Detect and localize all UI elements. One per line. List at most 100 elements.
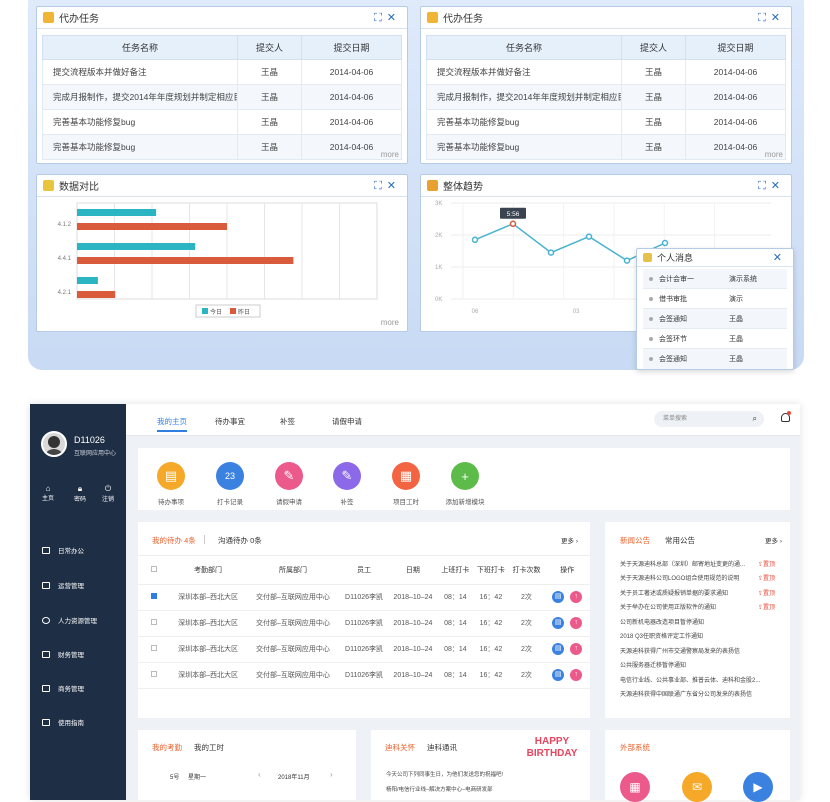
- view-icon[interactable]: ▤: [552, 643, 565, 655]
- logout-button[interactable]: ⏻ 注销: [102, 484, 114, 503]
- tab-comm-todo[interactable]: 沟通待办 0条: [218, 535, 262, 546]
- list-item[interactable]: 公共服务器迁移暂停通知: [605, 658, 790, 673]
- table-row[interactable]: 深圳本部–西北大区 交付部–互联网应用中心 D11026李凯 2018–10–24 08…: [138, 636, 590, 663]
- table-row[interactable]: 深圳本部–西北大区 交付部–互联网应用中心 D11026李凯 2018–10–24 08…: [138, 584, 590, 611]
- next-month-icon[interactable]: ›: [330, 770, 333, 779]
- avatar[interactable]: [41, 431, 67, 457]
- list-item[interactable]: 天源迪科获得广州市交通警察局发来的表扬信: [605, 643, 790, 658]
- search-input[interactable]: 菜单搜索: [663, 416, 688, 422]
- search-icon[interactable]: ⌕: [752, 414, 757, 423]
- task-cell[interactable]: 完善基本功能修复bug: [42, 109, 238, 135]
- close-icon[interactable]: ✕: [772, 252, 787, 264]
- panel-actions[interactable]: ⛶✕: [374, 11, 401, 24]
- date-cell: 2014-04-06: [685, 84, 786, 110]
- upload-icon[interactable]: ↑: [570, 617, 583, 629]
- more-link[interactable]: more: [764, 150, 783, 159]
- quick-resign[interactable]: ✎ 补签: [322, 462, 372, 506]
- menu-daily[interactable]: 日常办公: [42, 545, 84, 555]
- video-icon[interactable]: ▶: [743, 772, 773, 802]
- list-item[interactable]: 关于员工著述或质疑报销单据的要求通知 ⇪置顶: [605, 585, 790, 600]
- panel-actions[interactable]: ⛶✕: [374, 179, 401, 192]
- message-row[interactable]: 借书审批 演示: [643, 289, 787, 309]
- list-item[interactable]: 天源迪科获得中国联通广东省分公司发来的表扬信: [605, 687, 790, 702]
- tab-my-todo[interactable]: 我的待办 4条: [152, 535, 196, 546]
- tab-leave[interactable]: 请假申请: [332, 417, 362, 426]
- tab-pending[interactable]: 待办事宜: [215, 417, 245, 426]
- checkbox[interactable]: [151, 565, 157, 572]
- upload-icon[interactable]: ↑: [570, 669, 583, 681]
- search-box[interactable]: 菜单搜索 ⌕: [654, 411, 764, 427]
- tab-attendance[interactable]: 我的考勤: [152, 743, 182, 752]
- quick-add[interactable]: + 添加新增模块: [440, 462, 490, 506]
- task-cell[interactable]: 完善基本功能修复bug: [42, 134, 238, 160]
- x-tick-label: 03: [573, 309, 580, 315]
- task-cell[interactable]: 完成月报制作，提交2014年年度规划并制定相应目...: [426, 84, 622, 110]
- menu-hr[interactable]: 人力资源管理: [42, 615, 97, 625]
- user-cell: 王晶: [621, 59, 686, 85]
- birthday-person[interactable]: 杨阳/电信行业线–解决方案中心–电商研发部: [386, 787, 493, 793]
- birthday-banner: HAPPY BIRTHDAY: [521, 736, 583, 780]
- more-link[interactable]: 更多 ›: [765, 535, 782, 545]
- quick-leave[interactable]: ✎ 请假申请: [264, 462, 314, 506]
- cell: 交付部–互联网应用中心: [246, 662, 340, 689]
- checkbox[interactable]: [151, 671, 157, 677]
- message-row[interactable]: 会签通知 王晶: [643, 349, 787, 369]
- pin-label: 置顶: [762, 561, 775, 568]
- upload-icon[interactable]: ↑: [570, 643, 583, 655]
- more-link[interactable]: 更多 ›: [561, 535, 578, 545]
- tab-hours[interactable]: 我的工时: [194, 743, 224, 752]
- upload-icon[interactable]: ↑: [570, 591, 583, 603]
- table-row[interactable]: 深圳本部–西北大区 交付部–互联网应用中心 D11026李凯 2018–10–24 08…: [138, 610, 590, 637]
- view-icon[interactable]: ▤: [552, 617, 565, 629]
- tab-news-letter[interactable]: 迪科通讯: [427, 743, 457, 752]
- list-item[interactable]: 关于举办在公司使用正版软件的通知 ⇪置顶: [605, 600, 790, 615]
- cell: 2次: [508, 584, 545, 611]
- checkbox[interactable]: [151, 593, 157, 599]
- task-cell[interactable]: 完善基本功能修复bug: [426, 109, 622, 135]
- task-cell[interactable]: 完善基本功能修复bug: [426, 134, 622, 160]
- task-cell[interactable]: 提交流程版本并做好备注: [42, 59, 238, 85]
- list-item[interactable]: 公司新机电器改造项目暂停通知: [605, 614, 790, 629]
- category-label: 4.1.2: [58, 222, 72, 228]
- message-row[interactable]: 会签通知 王晶: [643, 309, 787, 329]
- more-link[interactable]: more: [380, 318, 399, 327]
- message-icon: [643, 253, 652, 262]
- more-link[interactable]: more: [380, 150, 399, 159]
- panel-actions[interactable]: ⛶✕: [758, 11, 785, 24]
- list-item[interactable]: 关于天源迪科公司LOGO组合使用规范的说明 ⇪置顶: [605, 571, 790, 586]
- tab-news[interactable]: 新闻公告: [620, 536, 650, 545]
- table-row[interactable]: 深圳本部–西北大区 交付部–互联网应用中心 D11026李凯 2018–10–24 08…: [138, 662, 590, 689]
- quick-clock[interactable]: 23 打卡记录: [205, 462, 255, 506]
- checkbox[interactable]: [151, 645, 157, 651]
- notification-icon[interactable]: [781, 413, 790, 422]
- list-item[interactable]: 2018 Q3任职资格评定工作通知: [605, 629, 790, 644]
- view-icon[interactable]: ▤: [552, 669, 565, 681]
- tab-common[interactable]: 常用公告: [665, 536, 695, 545]
- menu-finance[interactable]: 财务管理: [42, 649, 84, 659]
- quick-hours[interactable]: ▦ 项目工时: [381, 462, 431, 506]
- list-item[interactable]: 电信行业线、公共事业部、推普云体、迪科和金股2...: [605, 672, 790, 687]
- data-point: [623, 257, 631, 264]
- mail-icon[interactable]: ✉: [682, 772, 712, 802]
- cell: 2次: [508, 610, 545, 637]
- system-icon[interactable]: ▦: [620, 772, 650, 802]
- menu-guide[interactable]: 使用指南: [42, 717, 84, 727]
- tab-care[interactable]: 迪科关怀: [385, 743, 415, 752]
- menu-business[interactable]: 商务管理: [42, 683, 84, 693]
- list-item[interactable]: 关于天源迪科总部（深圳）邮寄地址变更的通... ⇪置顶: [605, 556, 790, 571]
- task-cell[interactable]: 完成月报制作，提交2014年年度规划并制定相应目...: [42, 84, 238, 110]
- quick-todo[interactable]: ▤ 待办事项: [146, 462, 196, 506]
- password-button[interactable]: 🔒︎ 密码: [74, 484, 86, 503]
- cell: 2018–10–24: [388, 662, 438, 689]
- tab-home[interactable]: 我的主页: [157, 417, 187, 426]
- checkbox[interactable]: [151, 619, 157, 625]
- menu-operation[interactable]: 运营管理: [42, 580, 84, 590]
- panel-actions[interactable]: ⛶✕: [758, 179, 785, 192]
- home-button[interactable]: ⌂ 主页: [42, 484, 54, 502]
- prev-month-icon[interactable]: ‹: [258, 770, 261, 779]
- task-cell[interactable]: 提交流程版本并做好备注: [426, 59, 622, 85]
- tab-resign[interactable]: 补签: [280, 417, 295, 426]
- view-icon[interactable]: ▤: [552, 591, 565, 603]
- message-row[interactable]: 会签环节 王晶: [643, 329, 787, 349]
- message-row[interactable]: 会计会审一 演示系统: [643, 269, 787, 289]
